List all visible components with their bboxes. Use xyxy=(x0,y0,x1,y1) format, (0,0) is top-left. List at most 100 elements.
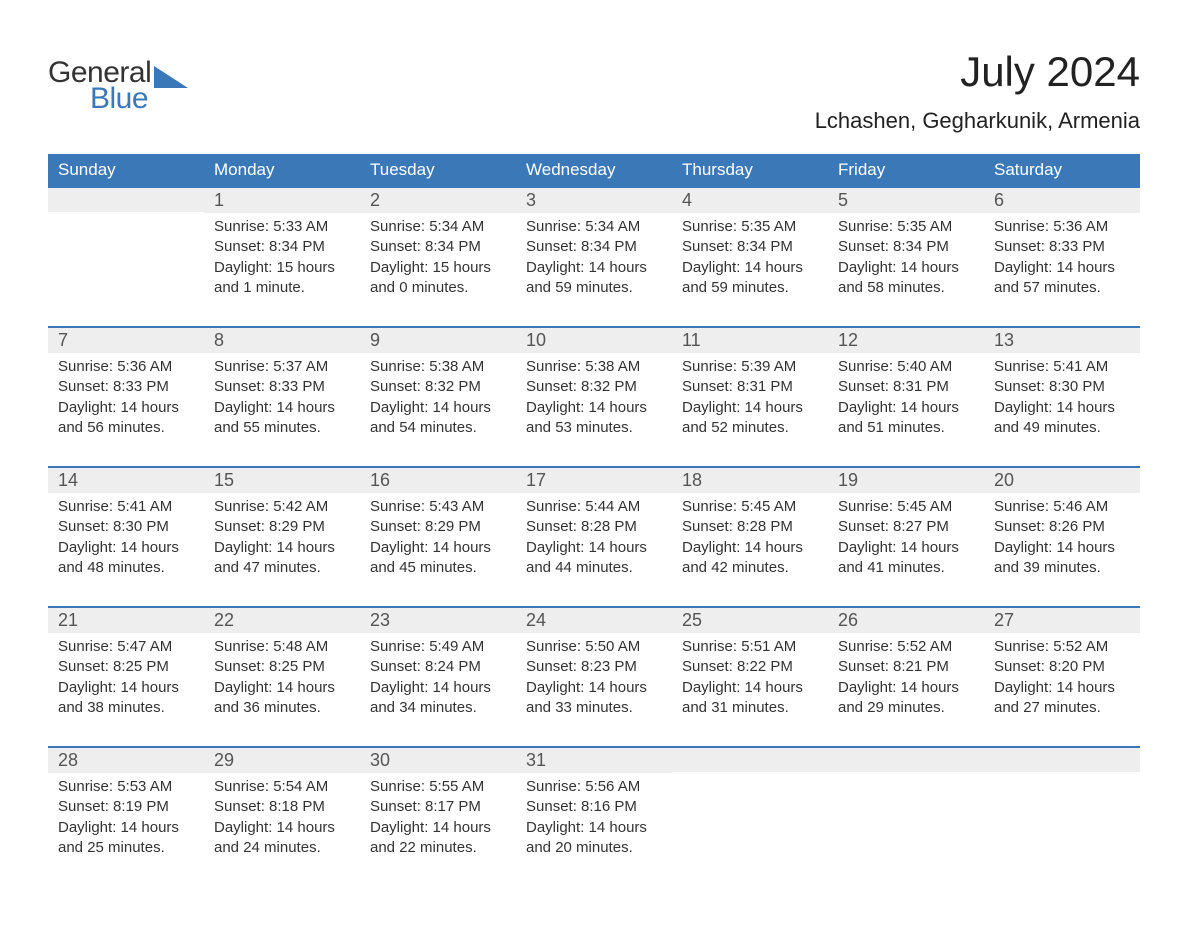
day-number: 31 xyxy=(516,748,672,773)
sunset-line: Sunset: 8:22 PM xyxy=(682,657,820,677)
day-number-row: 24 xyxy=(516,608,672,633)
weekday-header: Sunday xyxy=(48,154,204,186)
sunset-line: Sunset: 8:25 PM xyxy=(214,657,352,677)
day-number-row: 1 xyxy=(204,188,360,213)
day-number xyxy=(672,748,828,772)
day-number-row: 28 xyxy=(48,748,204,773)
daylight-line: Daylight: 14 hours and 33 minutes. xyxy=(526,678,664,719)
daylight-line: Daylight: 14 hours and 25 minutes. xyxy=(58,818,196,859)
calendar-day-cell: 11Sunrise: 5:39 AMSunset: 8:31 PMDayligh… xyxy=(672,328,828,466)
day-number-row: 2 xyxy=(360,188,516,213)
sunset-line: Sunset: 8:34 PM xyxy=(838,237,976,257)
day-number-row xyxy=(984,748,1140,772)
sunrise-line: Sunrise: 5:34 AM xyxy=(370,217,508,237)
day-number-row: 14 xyxy=(48,468,204,493)
calendar-week-row: 28Sunrise: 5:53 AMSunset: 8:19 PMDayligh… xyxy=(48,746,1140,886)
day-number-row: 9 xyxy=(360,328,516,353)
day-data: Sunrise: 5:34 AMSunset: 8:34 PMDaylight:… xyxy=(360,213,516,298)
daylight-line: Daylight: 14 hours and 27 minutes. xyxy=(994,678,1132,719)
sunrise-line: Sunrise: 5:42 AM xyxy=(214,497,352,517)
calendar-day-cell xyxy=(828,748,984,886)
sunset-line: Sunset: 8:31 PM xyxy=(838,377,976,397)
day-number-row: 10 xyxy=(516,328,672,353)
sunset-line: Sunset: 8:33 PM xyxy=(994,237,1132,257)
day-number-row xyxy=(672,748,828,772)
daylight-line: Daylight: 14 hours and 34 minutes. xyxy=(370,678,508,719)
weekday-header: Friday xyxy=(828,154,984,186)
day-number-row: 21 xyxy=(48,608,204,633)
day-number-row: 30 xyxy=(360,748,516,773)
day-data: Sunrise: 5:50 AMSunset: 8:23 PMDaylight:… xyxy=(516,633,672,718)
day-number xyxy=(828,748,984,772)
sunrise-line: Sunrise: 5:55 AM xyxy=(370,777,508,797)
day-number: 3 xyxy=(516,188,672,213)
day-number-row: 27 xyxy=(984,608,1140,633)
sunset-line: Sunset: 8:23 PM xyxy=(526,657,664,677)
day-number: 7 xyxy=(48,328,204,353)
calendar-day-cell: 31Sunrise: 5:56 AMSunset: 8:16 PMDayligh… xyxy=(516,748,672,886)
calendar-day-cell: 17Sunrise: 5:44 AMSunset: 8:28 PMDayligh… xyxy=(516,468,672,606)
day-number-row: 13 xyxy=(984,328,1140,353)
brand-logo: General Blue xyxy=(48,48,188,116)
sunrise-line: Sunrise: 5:46 AM xyxy=(994,497,1132,517)
sunset-line: Sunset: 8:19 PM xyxy=(58,797,196,817)
day-number: 2 xyxy=(360,188,516,213)
sunset-line: Sunset: 8:25 PM xyxy=(58,657,196,677)
day-number: 12 xyxy=(828,328,984,353)
sunset-line: Sunset: 8:30 PM xyxy=(58,517,196,537)
calendar-body: 1Sunrise: 5:33 AMSunset: 8:34 PMDaylight… xyxy=(48,186,1140,886)
day-number-row: 20 xyxy=(984,468,1140,493)
sunrise-line: Sunrise: 5:40 AM xyxy=(838,357,976,377)
day-data: Sunrise: 5:38 AMSunset: 8:32 PMDaylight:… xyxy=(516,353,672,438)
day-number: 8 xyxy=(204,328,360,353)
calendar-day-cell: 2Sunrise: 5:34 AMSunset: 8:34 PMDaylight… xyxy=(360,188,516,326)
sunrise-line: Sunrise: 5:39 AM xyxy=(682,357,820,377)
sunrise-line: Sunrise: 5:35 AM xyxy=(682,217,820,237)
day-number: 16 xyxy=(360,468,516,493)
day-number: 11 xyxy=(672,328,828,353)
daylight-line: Daylight: 14 hours and 49 minutes. xyxy=(994,398,1132,439)
daylight-line: Daylight: 14 hours and 53 minutes. xyxy=(526,398,664,439)
weekday-header-row: Sunday Monday Tuesday Wednesday Thursday… xyxy=(48,154,1140,186)
sunrise-line: Sunrise: 5:35 AM xyxy=(838,217,976,237)
day-data: Sunrise: 5:36 AMSunset: 8:33 PMDaylight:… xyxy=(48,353,204,438)
sunset-line: Sunset: 8:20 PM xyxy=(994,657,1132,677)
day-data: Sunrise: 5:34 AMSunset: 8:34 PMDaylight:… xyxy=(516,213,672,298)
weekday-header: Monday xyxy=(204,154,360,186)
day-number-row: 29 xyxy=(204,748,360,773)
day-number-row: 17 xyxy=(516,468,672,493)
day-data: Sunrise: 5:38 AMSunset: 8:32 PMDaylight:… xyxy=(360,353,516,438)
calendar-day-cell: 30Sunrise: 5:55 AMSunset: 8:17 PMDayligh… xyxy=(360,748,516,886)
day-data: Sunrise: 5:54 AMSunset: 8:18 PMDaylight:… xyxy=(204,773,360,858)
sunset-line: Sunset: 8:24 PM xyxy=(370,657,508,677)
calendar-day-cell: 18Sunrise: 5:45 AMSunset: 8:28 PMDayligh… xyxy=(672,468,828,606)
sunrise-line: Sunrise: 5:36 AM xyxy=(58,357,196,377)
day-data: Sunrise: 5:46 AMSunset: 8:26 PMDaylight:… xyxy=(984,493,1140,578)
weekday-header: Wednesday xyxy=(516,154,672,186)
sunrise-line: Sunrise: 5:48 AM xyxy=(214,637,352,657)
calendar-day-cell: 23Sunrise: 5:49 AMSunset: 8:24 PMDayligh… xyxy=(360,608,516,746)
sunrise-line: Sunrise: 5:36 AM xyxy=(994,217,1132,237)
day-data: Sunrise: 5:48 AMSunset: 8:25 PMDaylight:… xyxy=(204,633,360,718)
day-number-row: 18 xyxy=(672,468,828,493)
day-number: 25 xyxy=(672,608,828,633)
calendar-day-cell: 22Sunrise: 5:48 AMSunset: 8:25 PMDayligh… xyxy=(204,608,360,746)
page-title: July 2024 xyxy=(815,48,1140,96)
day-data: Sunrise: 5:41 AMSunset: 8:30 PMDaylight:… xyxy=(984,353,1140,438)
sunrise-line: Sunrise: 5:45 AM xyxy=(838,497,976,517)
day-number: 30 xyxy=(360,748,516,773)
daylight-line: Daylight: 15 hours and 0 minutes. xyxy=(370,258,508,299)
sunrise-line: Sunrise: 5:49 AM xyxy=(370,637,508,657)
daylight-line: Daylight: 14 hours and 20 minutes. xyxy=(526,818,664,859)
daylight-line: Daylight: 14 hours and 38 minutes. xyxy=(58,678,196,719)
day-number: 19 xyxy=(828,468,984,493)
calendar-day-cell: 4Sunrise: 5:35 AMSunset: 8:34 PMDaylight… xyxy=(672,188,828,326)
day-number: 22 xyxy=(204,608,360,633)
sunrise-line: Sunrise: 5:41 AM xyxy=(994,357,1132,377)
day-data: Sunrise: 5:41 AMSunset: 8:30 PMDaylight:… xyxy=(48,493,204,578)
day-data: Sunrise: 5:42 AMSunset: 8:29 PMDaylight:… xyxy=(204,493,360,578)
sunrise-line: Sunrise: 5:54 AM xyxy=(214,777,352,797)
page-header: General Blue July 2024 Lchashen, Geghark… xyxy=(48,48,1140,134)
day-number-row xyxy=(828,748,984,772)
sunrise-line: Sunrise: 5:44 AM xyxy=(526,497,664,517)
